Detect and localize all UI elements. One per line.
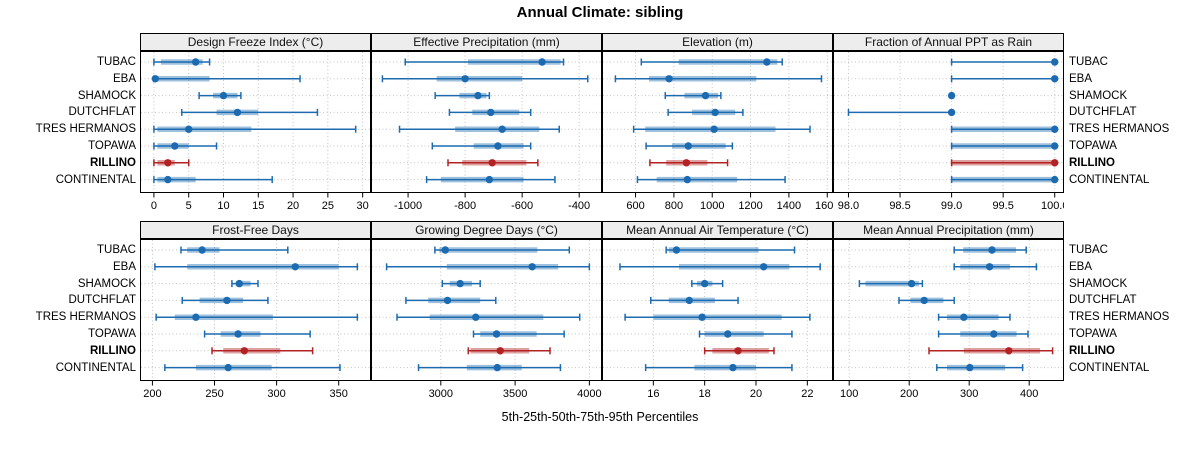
site-label-right-tubac: TUBAC [1069,244,1108,256]
svg-text:3500: 3500 [503,388,527,400]
panel-strip-4: Fraction of Annual PPT as Rain [833,33,1064,51]
panel-strip-7: Mean Annual Air Temperature (°C) [602,221,833,239]
plot-row-top: 0 5 10 15 20 25 30 -1000 -800 -600 -400 600 800 1000 1… [140,51,1064,215]
svg-text:1600: 1600 [815,200,833,212]
svg-text:15: 15 [252,200,264,212]
panel-plot-4: 98.0 98.5 99.0 99.5 100.0 [833,51,1064,212]
panel-strip-5: Frost-Free Days [140,221,371,239]
svg-text:3000: 3000 [429,388,453,400]
site-label-left-tres-hermanos: TRES HERMANOS [35,123,136,136]
site-label-right-continental: CONTINENTAL [1069,361,1150,374]
site-label-right-continental: CONTINENTAL [1069,173,1150,186]
plot-row-bottom: 200 250 300 350 3000 3500 4000 16 18 20 22 100 200 30… [140,239,1064,403]
panel-strip-1: Design Freeze Index (°C) [140,33,371,51]
panel-plot-2: -1000 -800 -600 -400 [371,51,602,212]
svg-text:350: 350 [330,388,348,400]
site-label-left-continental: CONTINENTAL [55,173,136,186]
site-label-left-eba: EBA [112,72,136,85]
svg-text:200: 200 [900,388,918,400]
svg-text:250: 250 [205,388,223,400]
site-label-right-shamock: SHAMOCK [1069,277,1128,290]
strip-row-bottom: Frost-Free Days Growing Degree Days (°C) M… [140,221,1064,239]
svg-text:10: 10 [217,200,229,212]
site-label-left-rillino: RILLINO [90,156,136,169]
site-label-left-topawa: TOPAWA [88,328,136,340]
svg-text:5: 5 [186,200,192,212]
panel-plot-3: 600 800 1000 1200 1400 1600 [602,51,833,212]
svg-text:30: 30 [357,200,369,212]
panel-plot-5: 200 250 300 350 [140,239,371,400]
svg-text:100.0: 100.0 [1041,200,1064,212]
panel-row-top: TUBAC EBA SHAMOCK DUTCHFLAT TRES HERMANOS TOP… [0,33,1200,217]
svg-text:-1000: -1000 [394,200,422,212]
site-label-right-rillino: RILLINO [1069,156,1115,169]
site-label-right-rillino: RILLINO [1069,344,1115,357]
svg-text:99.5: 99.5 [992,200,1013,212]
site-label-left-eba: EBA [112,260,136,273]
site-labels-right-top: TUBAC EBA SHAMOCK DUTCHFLAT TRES HERMANOS TOP… [1069,51,1200,193]
site-labels-left-top: TUBAC EBA SHAMOCK DUTCHFLAT TRES HERMANOS TOP… [0,51,136,193]
svg-text:400: 400 [1020,388,1038,400]
svg-text:20: 20 [750,388,762,400]
panel-plot-7: 16 18 20 22 [602,239,833,400]
svg-text:1400: 1400 [777,200,801,212]
site-label-right-topawa: TOPAWA [1069,140,1117,152]
svg-text:18: 18 [699,388,711,400]
svg-text:1000: 1000 [700,200,724,212]
site-label-left-tubac: TUBAC [97,56,136,68]
svg-text:22: 22 [801,388,813,400]
svg-text:99.0: 99.0 [941,200,962,212]
svg-text:4000: 4000 [577,388,601,400]
svg-text:25: 25 [322,200,334,212]
site-label-right-eba: EBA [1069,72,1093,85]
site-label-left-topawa: TOPAWA [88,140,136,152]
svg-text:300: 300 [960,388,978,400]
svg-text:-600: -600 [511,200,533,212]
site-label-left-dutchflat: DUTCHFLAT [68,106,136,119]
panel-strip-3: Elevation (m) [602,33,833,51]
svg-text:16: 16 [647,388,659,400]
site-label-right-topawa: TOPAWA [1069,328,1117,340]
site-labels-right-bottom: TUBAC EBA SHAMOCK DUTCHFLAT TRES HERMANOS TOP… [1069,239,1200,381]
svg-text:-800: -800 [454,200,476,212]
svg-text:1200: 1200 [738,200,762,212]
site-label-left-shamock: SHAMOCK [77,89,136,102]
site-label-left-shamock: SHAMOCK [77,277,136,290]
site-label-right-eba: EBA [1069,260,1093,273]
site-label-left-tubac: TUBAC [97,244,136,256]
svg-text:0: 0 [151,200,157,212]
site-label-right-shamock: SHAMOCK [1069,89,1128,102]
svg-text:300: 300 [267,388,285,400]
chart-title: Annual Climate: sibling [516,4,684,21]
site-label-left-rillino: RILLINO [90,344,136,357]
site-label-right-tres-hermanos: TRES HERMANOS [1069,311,1170,324]
panel-strip-6: Growing Degree Days (°C) [371,221,602,239]
site-label-right-dutchflat: DUTCHFLAT [1069,106,1137,119]
panel-strip-2: Effective Precipitation (mm) [371,33,602,51]
svg-text:600: 600 [626,200,644,212]
site-label-right-dutchflat: DUTCHFLAT [1069,294,1137,307]
panel-strip-8: Mean Annual Precipitation (mm) [833,221,1064,239]
svg-text:-400: -400 [568,200,590,212]
site-label-right-tubac: TUBAC [1069,56,1108,68]
svg-text:800: 800 [665,200,683,212]
site-label-left-dutchflat: DUTCHFLAT [68,294,136,307]
panel-row-bottom: TUBAC EBA SHAMOCK DUTCHFLAT TRES HERMANOS TOP… [0,221,1200,405]
svg-text:20: 20 [287,200,299,212]
svg-text:98.5: 98.5 [889,200,910,212]
panel-plot-8: 100 200 300 400 [833,239,1064,400]
site-label-left-continental: CONTINENTAL [55,361,136,374]
panel-plot-6: 3000 3500 4000 [371,239,602,400]
strip-row-top: Design Freeze Index (°C) Effective Precip… [140,33,1064,51]
svg-text:200: 200 [143,388,161,400]
axis-caption: 5th-25th-50th-75th-95th Percentiles [501,410,699,424]
svg-text:100: 100 [840,388,858,400]
svg-text:98.0: 98.0 [838,200,859,212]
site-label-left-tres-hermanos: TRES HERMANOS [35,311,136,324]
panel-plot-1: 0 5 10 15 20 25 30 [140,51,371,212]
site-labels-left-bottom: TUBAC EBA SHAMOCK DUTCHFLAT TRES HERMANOS TOP… [0,239,136,381]
site-label-right-tres-hermanos: TRES HERMANOS [1069,123,1170,136]
